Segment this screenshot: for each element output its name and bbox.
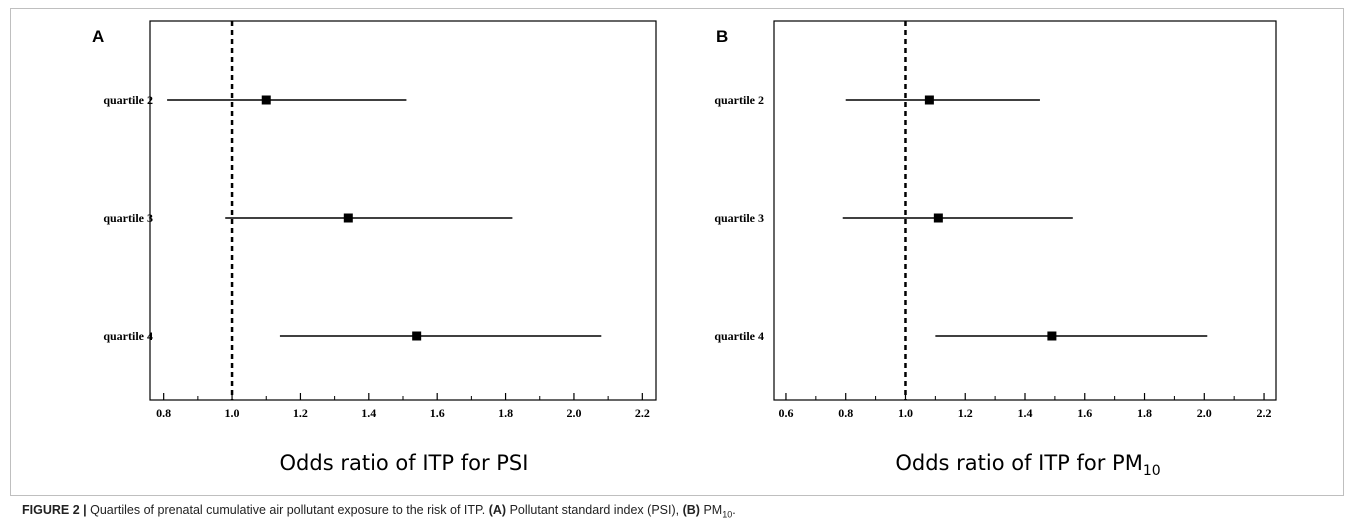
- tick-label: 1.0: [225, 406, 240, 420]
- odds-ratio-marker: [924, 95, 934, 105]
- tick-label: 1.8: [498, 406, 513, 420]
- tick-label: 1.0: [898, 406, 913, 420]
- tick-label: 1.8: [1137, 406, 1152, 420]
- tick-label: 1.6: [1077, 406, 1092, 420]
- tick-label: 2.2: [635, 406, 650, 420]
- caption-b-tag: (B): [682, 503, 700, 517]
- category-label: quartile 3: [103, 211, 153, 225]
- tick-label: 0.8: [156, 406, 171, 420]
- x-axis-title-subscript: 10: [1143, 463, 1161, 479]
- plot-frame: [773, 20, 1277, 401]
- tick-label: 1.2: [293, 406, 308, 420]
- tick-label: 2.0: [566, 406, 581, 420]
- odds-ratio-marker: [343, 213, 353, 223]
- x-axis-title: Odds ratio of ITP for PSI: [280, 451, 529, 475]
- odds-ratio-marker: [933, 213, 943, 223]
- tick-label: 1.4: [1018, 406, 1033, 420]
- tick-label: 1.2: [958, 406, 973, 420]
- odds-ratio-marker: [412, 331, 422, 341]
- x-axis-title: Odds ratio of ITP for PM10: [895, 451, 1160, 479]
- tick-label: 1.6: [430, 406, 445, 420]
- category-label: quartile 4: [714, 329, 764, 343]
- caption-end: .: [732, 503, 736, 517]
- figure-caption: FIGURE 2 | Quartiles of prenatal cumulat…: [22, 503, 1342, 520]
- category-label: quartile 3: [714, 211, 764, 225]
- figure-frame: [10, 8, 1344, 496]
- caption-text: Quartiles of prenatal cumulative air pol…: [90, 503, 486, 517]
- odds-ratio-marker: [261, 95, 271, 105]
- panel-b: B 0.6 0.8 1.0 1.2 1.4 1.6 1.8 2.0 2.2 quartile 2 qu…: [714, 20, 1277, 479]
- tick-label: 2.2: [1257, 406, 1272, 420]
- caption-b-subscript: 10: [722, 509, 733, 520]
- odds-ratio-marker: [1047, 331, 1057, 341]
- category-label: quartile 4: [103, 329, 153, 343]
- plot-frame: [149, 20, 657, 401]
- tick-label: 0.8: [838, 406, 853, 420]
- tick-label: 0.6: [778, 406, 793, 420]
- panel-letter: A: [92, 27, 104, 46]
- figure-charts: A 0.8 1.0 1.2 1.4 1.6 1.8 2.0 2.2 quartile 2 quart…: [92, 20, 1277, 479]
- panel-letter: B: [716, 27, 728, 46]
- category-label: quartile 2: [714, 93, 764, 107]
- category-label: quartile 2: [103, 93, 153, 107]
- caption-a-tag: (A): [488, 503, 507, 517]
- caption-label: FIGURE 2 |: [22, 503, 87, 517]
- caption-b-text: PM: [703, 503, 723, 517]
- panel-a: A 0.8 1.0 1.2 1.4 1.6 1.8 2.0 2.2 quartile 2 quart…: [92, 20, 657, 475]
- caption-a-text: Pollutant standard index (PSI),: [509, 503, 680, 517]
- tick-label: 1.4: [361, 406, 376, 420]
- tick-label: 2.0: [1197, 406, 1212, 420]
